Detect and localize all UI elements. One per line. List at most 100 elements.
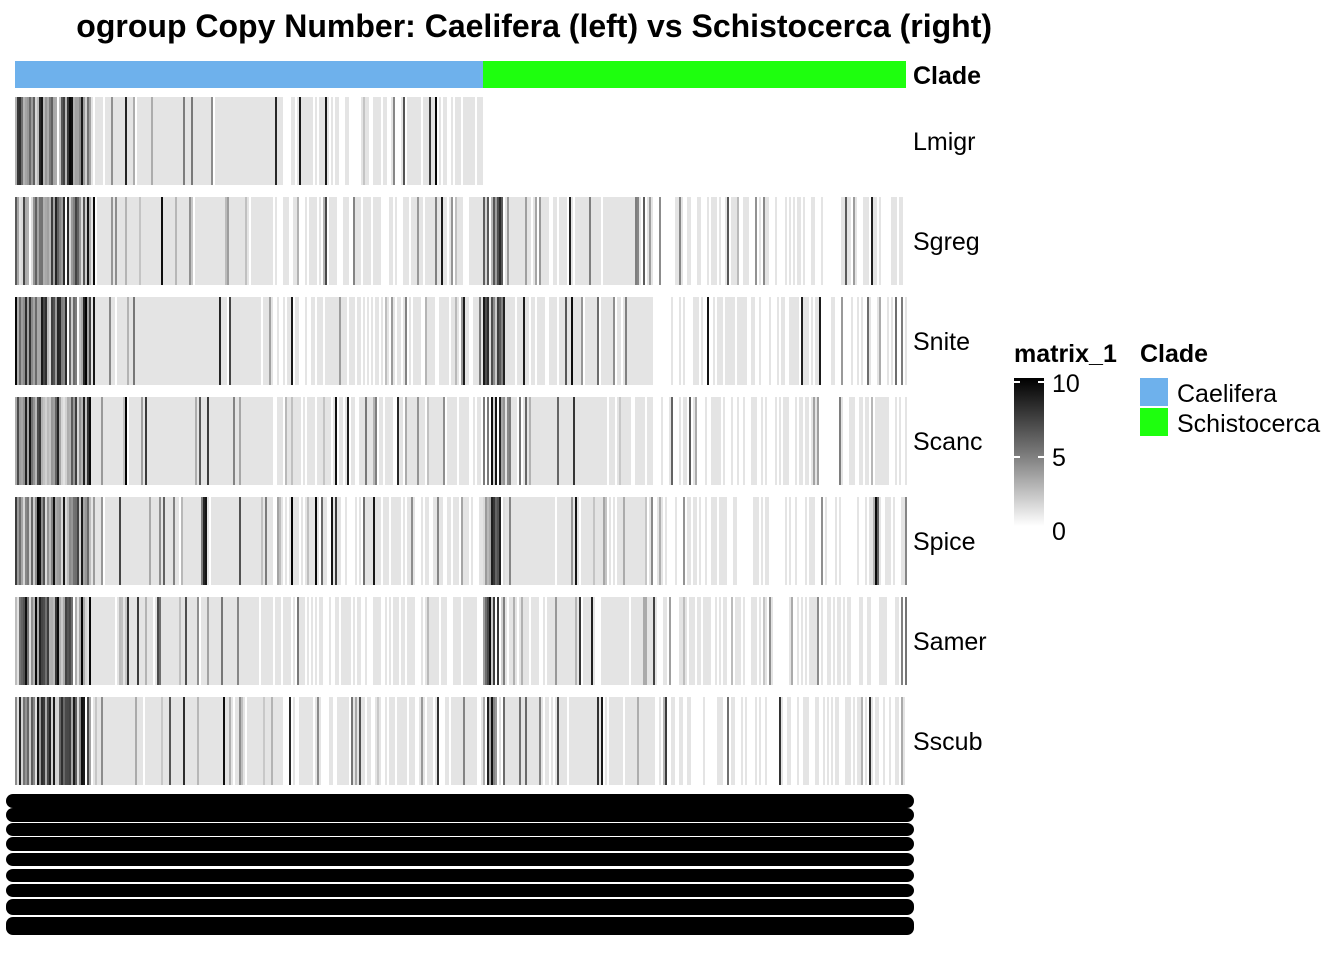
heatmap-cell [733, 297, 735, 385]
heatmap-cell [887, 397, 889, 485]
heatmap-cell [841, 297, 843, 385]
heatmap-cell [119, 297, 121, 385]
heatmap-cell [719, 397, 721, 485]
heatmap-cell [283, 197, 285, 285]
heatmap-cell [219, 597, 221, 685]
heatmap-cell [397, 497, 399, 585]
heatmap-cell [545, 697, 547, 785]
heatmap-cell [585, 297, 587, 385]
heatmap-cell [581, 697, 583, 785]
heatmap-cell [555, 697, 557, 785]
heatmap-cell [149, 397, 151, 485]
heatmap-cell [377, 697, 379, 785]
heatmap-cell [571, 597, 573, 685]
heatmap-cell [127, 497, 129, 585]
heatmap-cell [261, 397, 263, 485]
heatmap-cell [649, 497, 651, 585]
heatmap-cell [235, 597, 237, 685]
heatmap-cell [567, 597, 569, 685]
heatmap-cell [517, 697, 519, 785]
heatmap-cell [41, 397, 43, 485]
heatmap-cell [665, 597, 667, 685]
heatmap-cell [367, 497, 369, 585]
heatmap-cell [307, 97, 309, 185]
heatmap-cell [73, 197, 75, 285]
heatmap-cell [847, 197, 849, 285]
heatmap-cell [669, 397, 671, 485]
heatmap-cell [595, 197, 597, 285]
heatmap-cell [879, 597, 881, 685]
heatmap-cell [533, 597, 535, 685]
heatmap-cell [301, 597, 303, 685]
heatmap-cell [329, 197, 331, 285]
heatmap-cell [155, 97, 157, 185]
heatmap-cell [375, 297, 377, 385]
heatmap-cell [95, 597, 97, 685]
heatmap-cell [569, 697, 571, 785]
heatmap-cell [15, 597, 17, 685]
heatmap-cell [625, 597, 627, 685]
heatmap-cell [385, 397, 387, 485]
heatmap-cell [905, 597, 907, 685]
column-label-band [6, 823, 914, 836]
schistocerca-swatch [1140, 408, 1168, 436]
heatmap-cell [365, 197, 367, 285]
heatmap-cell [275, 97, 277, 185]
heatmap-cell [397, 597, 399, 685]
heatmap-cell [397, 397, 399, 485]
heatmap-cell [573, 697, 575, 785]
heatmap-cell [519, 597, 521, 685]
heatmap-cell [145, 597, 147, 685]
heatmap-cell [255, 697, 257, 785]
heatmap-cell [131, 297, 133, 385]
heatmap-cell [589, 297, 591, 385]
heatmap-cell [157, 397, 159, 485]
heatmap-cell [415, 97, 417, 185]
heatmap-cell [129, 397, 131, 485]
heatmap-cell [101, 697, 103, 785]
heatmap-cell [743, 197, 745, 285]
heatmap-cell [585, 697, 587, 785]
heatmap-cell [889, 497, 891, 585]
heatmap-cell [799, 197, 801, 285]
heatmap-cell [47, 297, 49, 385]
heatmap-cell [419, 397, 421, 485]
heatmap-cell [353, 697, 355, 785]
heatmap-cell [261, 197, 263, 285]
heatmap-cell [759, 197, 761, 285]
heatmap-cell [437, 397, 439, 485]
heatmap-cell [587, 697, 589, 785]
heatmap-cell [233, 97, 235, 185]
heatmap-cell [227, 197, 229, 285]
heatmap-cell [533, 697, 535, 785]
heatmap-cell [61, 397, 63, 485]
heatmap-cell [523, 297, 525, 385]
heatmap-cell [883, 397, 885, 485]
heatmap-cell [323, 497, 325, 585]
heatmap-cell [137, 697, 139, 785]
heatmap-cell [155, 397, 157, 485]
heatmap-cell [71, 297, 73, 385]
heatmap-cell [125, 97, 127, 185]
heatmap-cell [169, 297, 171, 385]
heatmap-cell [387, 397, 389, 485]
heatmap-cell [75, 297, 77, 385]
heatmap-cell [603, 197, 605, 285]
heatmap-cell [527, 197, 529, 285]
heatmap-cell [83, 97, 85, 185]
heatmap-cell [643, 497, 645, 585]
heatmap-cell [429, 697, 431, 785]
heatmap-cell [505, 697, 507, 785]
heatmap-cell [91, 397, 93, 485]
heatmap-cell [695, 497, 697, 585]
heatmap-cell [441, 297, 443, 385]
heatmap-cell [579, 597, 581, 685]
heatmap-cell [475, 697, 477, 785]
heatmap-cell [139, 597, 141, 685]
heatmap-cell [313, 297, 315, 385]
heatmap-cell [813, 597, 815, 685]
heatmap-cell [775, 197, 777, 285]
heatmap-cell [169, 197, 171, 285]
heatmap-cell [177, 697, 179, 785]
heatmap-cell [115, 497, 117, 585]
